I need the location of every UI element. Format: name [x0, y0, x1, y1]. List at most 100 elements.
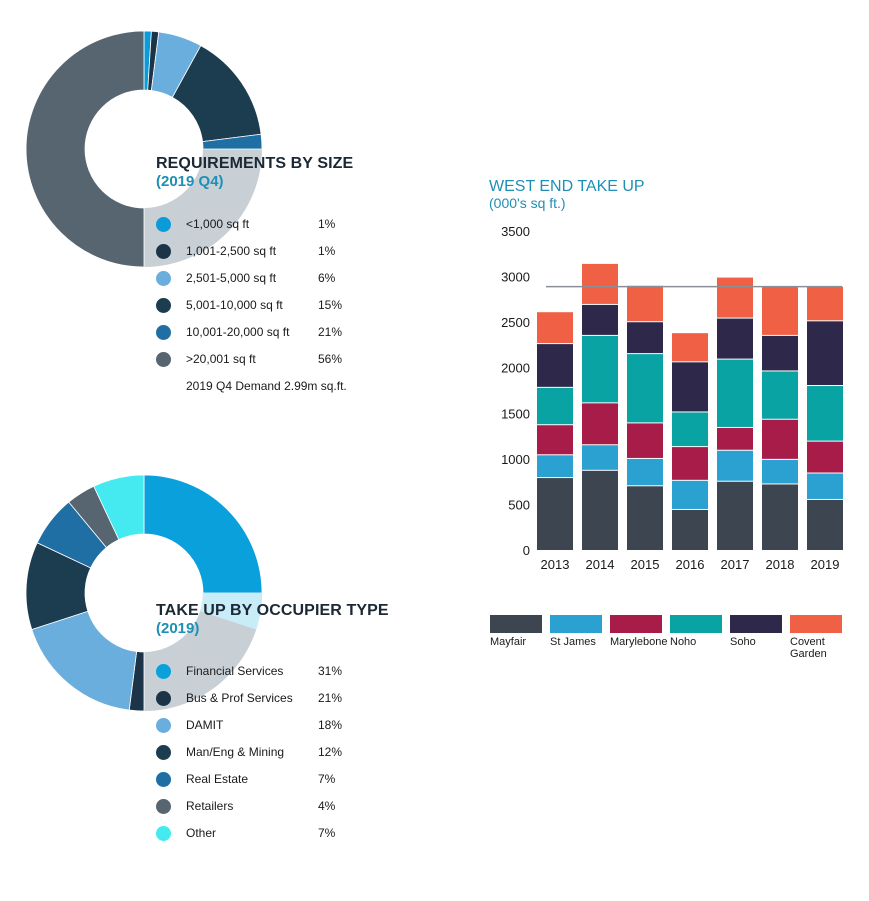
bar-segment-mayfair: [762, 484, 798, 550]
bar-legend-swatch: [610, 615, 662, 633]
size-legend-label: 10,001-20,000 sq ft: [186, 325, 290, 339]
bar-segment-marylebone: [627, 423, 663, 458]
bar-segment-st-james: [762, 459, 798, 484]
bar-legend-swatch: [730, 615, 782, 633]
bar-segment-mayfair: [807, 499, 843, 550]
bar-legend-swatch: [550, 615, 602, 633]
size-legend-label: 5,001-10,000 sq ft: [186, 298, 283, 312]
y-tick-label: 0: [523, 543, 530, 558]
occupier-legend-label: Other: [186, 826, 217, 840]
bar-chart: 0 500 1000 1500 2000 2500 3000 3500 2013 2014 2015…: [501, 224, 843, 572]
occupier-chart-subtitle: (2019): [156, 620, 200, 637]
occupier-legend-value: 7%: [318, 772, 336, 786]
occupier-legend-label: DAMIT: [186, 718, 224, 732]
size-slice-5: [25, 30, 145, 268]
size-legend-swatch: [156, 298, 171, 313]
x-tick-label: 2015: [631, 557, 660, 572]
occupier-legend-item: Other 7%: [156, 825, 376, 843]
bar-segment-soho: [762, 335, 798, 371]
size-legend-value: 15%: [318, 298, 343, 312]
bar-segment-covent-garden: [672, 333, 708, 362]
occupier-legend-label: Real Estate: [186, 772, 249, 786]
bar-segment-covent-garden: [807, 286, 843, 321]
size-chart-subtitle: (2019 Q4): [156, 173, 224, 190]
bar-segment-marylebone: [762, 419, 798, 459]
y-tick-label: 3000: [501, 270, 530, 285]
size-legend-item: 10,001-20,000 sq ft 21%: [156, 324, 376, 342]
size-legend-swatch: [156, 217, 171, 232]
size-legend-label: >20,001 sq ft: [186, 352, 256, 366]
occupier-legend-value: 21%: [318, 691, 343, 705]
occupier-legend-value: 7%: [318, 826, 336, 840]
bar-legend-item: Noho: [670, 615, 722, 648]
bar-segment-soho: [537, 344, 573, 387]
occupier-legend-label: Financial Services: [186, 664, 284, 678]
bar-segment-st-james: [627, 458, 663, 486]
size-donut: [25, 30, 263, 268]
bar-segment-noho: [807, 386, 843, 441]
bar-segment-st-james: [582, 445, 618, 470]
occupier-legend-item: Bus & Prof Services 21%: [156, 690, 376, 708]
size-legend-value: 21%: [318, 325, 343, 339]
occupier-legend-label: Man/Eng & Mining: [186, 745, 285, 759]
bar-segment-covent-garden: [717, 277, 753, 318]
occupier-legend-swatch: [156, 799, 171, 814]
size-legend-value: 1%: [318, 217, 336, 231]
bar-segment-marylebone: [717, 427, 753, 450]
bar-legend-label: Soho: [730, 636, 756, 648]
occupier-legend-item: DAMIT 18%: [156, 717, 376, 735]
occupier-legend-value: 4%: [318, 799, 336, 813]
bar-segment-covent-garden: [537, 312, 573, 344]
x-tick-label: 2017: [721, 557, 750, 572]
size-legend-item: >20,001 sq ft 56%: [156, 351, 376, 369]
bar-segment-mayfair: [717, 481, 753, 550]
occupier-chart-title: TAKE UP BY OCCUPIER TYPE: [156, 602, 389, 619]
occupier-donut: [25, 474, 263, 712]
size-legend-label: <1,000 sq ft: [186, 217, 250, 231]
bar-legend-label: Covent Garden: [790, 636, 827, 660]
bar-segment-marylebone: [672, 447, 708, 480]
bar-segment-covent-garden: [762, 286, 798, 335]
bar-legend-item: St James: [550, 615, 602, 648]
bar-legend-item: Marylebone: [610, 615, 668, 648]
y-tick-label: 3500: [501, 224, 530, 239]
bar-segment-noho: [672, 412, 708, 447]
bar-segment-noho: [762, 371, 798, 419]
occupier-slice-2: [31, 610, 138, 711]
bar-segment-st-james: [537, 455, 573, 478]
bar-segment-marylebone: [582, 403, 618, 445]
occupier-quadrant-band: [144, 593, 262, 711]
bar-chart-title: WEST END TAKE UP: [489, 178, 645, 195]
bar-legend-swatch: [670, 615, 722, 633]
bar-legend-swatch: [790, 615, 842, 633]
bar-chart-subtitle: (000's sq ft.): [489, 195, 566, 211]
occupier-legend-swatch: [156, 664, 171, 679]
x-tick-label: 2016: [676, 557, 705, 572]
bar-segment-covent-garden: [582, 263, 618, 304]
y-tick-label: 2500: [501, 315, 530, 330]
y-tick-label: 2000: [501, 361, 530, 376]
bar-legend-label: Noho: [670, 636, 697, 648]
size-chart-title: REQUIREMENTS BY SIZE: [156, 155, 354, 172]
bar-segment-covent-garden: [627, 285, 663, 322]
bar-legend-label: Marylebone: [610, 636, 668, 648]
bar-segment-soho: [717, 318, 753, 359]
bar-legend-item: Soho: [730, 615, 782, 648]
bar-segment-mayfair: [537, 478, 573, 550]
occupier-legend-swatch: [156, 691, 171, 706]
bar-segment-st-james: [807, 473, 843, 499]
bar-segment-mayfair: [582, 470, 618, 550]
bar-segment-soho: [807, 321, 843, 386]
bar-legend-item: Covent Garden: [790, 615, 842, 660]
size-slice-4: [202, 133, 263, 150]
occupier-legend-value: 31%: [318, 664, 343, 678]
size-legend-item: 2,501-5,000 sq ft 6%: [156, 270, 376, 288]
bar-segment-mayfair: [672, 509, 708, 550]
size-legend-value: 6%: [318, 271, 336, 285]
occupier-legend-item: Retailers 4%: [156, 798, 376, 816]
size-demand-note: 2019 Q4 Demand 2.99m sq.ft.: [186, 379, 347, 393]
bar-segment-soho: [582, 304, 618, 335]
bar-segment-marylebone: [807, 441, 843, 473]
y-tick-label: 1000: [501, 452, 530, 467]
